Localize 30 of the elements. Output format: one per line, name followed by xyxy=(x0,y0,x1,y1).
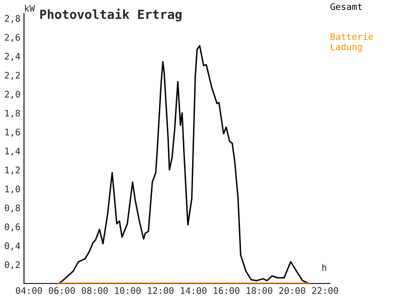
y-tick-label: 0,2 xyxy=(4,261,20,270)
y-axis-title: kW xyxy=(25,4,35,12)
y-tick-label: 0,6 xyxy=(4,223,20,232)
y-tick-label: 1,8 xyxy=(5,110,20,118)
x-tick-label: 08:00 xyxy=(82,287,108,294)
y-tick-label: 2,2 xyxy=(4,72,20,80)
x-tick-label: 10:00 xyxy=(115,287,141,294)
y-tick-label: 1,4 xyxy=(5,148,20,156)
y-tick-label: 2,0 xyxy=(4,90,20,99)
x-tick-label: 20:00 xyxy=(279,287,306,294)
y-tick-label: 2,6 xyxy=(4,34,20,42)
y-tick-label: 2,8 xyxy=(4,14,20,23)
x-axis-title: h xyxy=(322,264,326,271)
text: Batterie Ladung xyxy=(330,33,373,52)
x-tick-label: 04:00 xyxy=(16,287,42,294)
y-tick-label: 2,4 xyxy=(4,52,20,61)
line-series xyxy=(58,45,310,284)
text: Gesamt xyxy=(330,3,362,10)
y-tick-label: 0,4 xyxy=(4,242,20,250)
chart-title: Photovoltaik Ertrag xyxy=(40,8,182,22)
x-tick-label: 16:00 xyxy=(214,287,240,294)
x-tick-label: 12:00 xyxy=(148,287,174,294)
y-tick-label: 1,6 xyxy=(5,128,20,137)
x-tick-label: 06:00 xyxy=(48,287,75,294)
x-tick-label: 18:00 xyxy=(246,287,272,294)
y-tick-label: 0,8 xyxy=(4,204,20,212)
y-tick-label: 1,0 xyxy=(5,186,20,194)
y-tick-label: 1,2 xyxy=(5,166,20,175)
x-tick-label: 22:00 xyxy=(312,287,338,294)
x-tick-label: 14:00 xyxy=(180,287,206,294)
